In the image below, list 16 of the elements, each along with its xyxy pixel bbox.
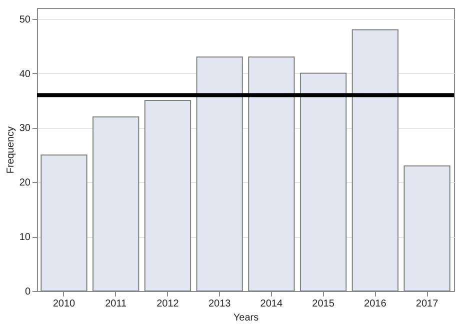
- x-tick-label: 2013: [208, 298, 232, 310]
- y-axis-title: Frequency: [5, 126, 16, 174]
- y-tick-label: 40: [19, 68, 31, 80]
- x-tick-label: 2014: [260, 298, 283, 310]
- x-tick-label: 2012: [156, 298, 180, 310]
- y-tick-label: 20: [19, 178, 31, 189]
- y-tick-label: 10: [19, 232, 31, 244]
- x-tick-label: 2017: [416, 298, 439, 310]
- x-axis-title: Years: [233, 312, 259, 324]
- x-tick-label: 2015: [312, 298, 335, 310]
- x-tick-label: 2011: [105, 298, 128, 310]
- x-tick-label: 2016: [364, 298, 387, 310]
- y-tick-label: 50: [19, 14, 31, 26]
- y-tick-label: 30: [19, 123, 31, 134]
- y-tick-label: 0: [24, 286, 31, 298]
- x-tick-label: 2010: [52, 298, 76, 310]
